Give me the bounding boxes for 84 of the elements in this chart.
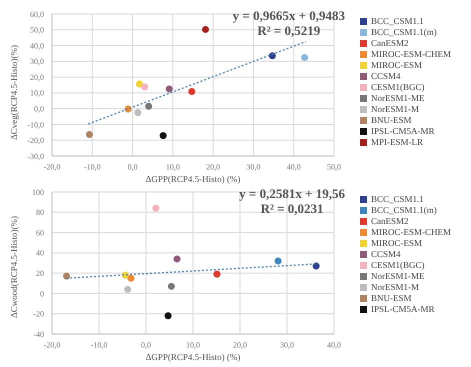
- y-tick-label: 50,0: [30, 26, 44, 35]
- y-tick-label: -10,0: [27, 120, 44, 130]
- y-tick-label: 40,0: [30, 41, 44, 50]
- legend-label: NorESM1-M: [371, 104, 420, 115]
- x-tick-label: 30,0: [246, 162, 260, 172]
- x-tick-label: 0,0: [128, 162, 138, 172]
- point: [63, 272, 70, 280]
- x-axis-title: ΔGPP(RCP4.5-Histo) (%): [146, 174, 240, 184]
- y-tick-label: -30,0: [27, 152, 44, 161]
- annotation: R² = 0,0231: [260, 201, 325, 216]
- point: [312, 262, 320, 270]
- y-tick-label: 10,0: [30, 88, 44, 98]
- y-tick-label: -20: [33, 310, 44, 319]
- y-tick-label: -20,0: [27, 136, 44, 146]
- legend-label: CCSM4: [371, 71, 401, 82]
- point: [134, 109, 142, 116]
- y-tick-label: -40: [33, 330, 44, 339]
- point: [188, 88, 196, 95]
- legend-label: CESM1(BGC): [371, 260, 425, 271]
- y-tick-label: 60,0: [30, 10, 44, 19]
- x-tick-label: -10,0: [90, 340, 108, 350]
- x-tick-label: 30,0: [280, 340, 294, 350]
- point: [136, 80, 143, 88]
- y-axis-title: ΔCveg(RCP4.5-Histo)(%): [9, 44, 20, 140]
- point: [141, 83, 148, 90]
- point: [124, 286, 132, 293]
- y-tick-label: 30,0: [30, 57, 44, 66]
- point: [86, 131, 93, 138]
- legend-label: BCC_CSM1.1: [371, 194, 424, 205]
- legend-label: MIROC-ESM: [371, 238, 422, 249]
- point: [166, 85, 173, 92]
- point: [164, 312, 172, 320]
- point: [168, 282, 175, 290]
- x-tick-label: 40,0: [286, 162, 301, 172]
- legend-label: CESM1(BGC): [371, 82, 425, 93]
- legend-label: BCC_CSM1.1: [371, 16, 424, 27]
- x-tick-label: 0,0: [141, 340, 151, 350]
- annotation: y = 0,2581x + 19,56: [239, 186, 345, 201]
- x-axis-title: ΔGPP(RCP4.5-Histo) (%): [146, 352, 240, 362]
- legend-label: IPSL-CM5A-MR: [371, 126, 435, 137]
- legend-label: NorESM1-ME: [371, 93, 424, 104]
- x-tick-label: -10,0: [84, 162, 101, 172]
- legend-label: BNU-ESM: [371, 115, 412, 126]
- legend-label: NorESM1-ME: [371, 271, 424, 282]
- y-axis-title: ΔCwood(RCP4.5-Histo)(%): [9, 216, 20, 318]
- x-tick-label: 10,0: [166, 162, 180, 172]
- x-tick-label: 20,0: [206, 162, 220, 172]
- legend-label: CanESM2: [371, 216, 409, 227]
- y-tick-label: 20: [36, 268, 44, 278]
- annotation: R² = 0,5219: [256, 23, 322, 38]
- legend-label: MIROC-ESM: [371, 60, 422, 71]
- y-tick-label: 60: [36, 228, 44, 238]
- point: [213, 270, 220, 278]
- legend-label: BCC_CSM1.1(m): [371, 205, 437, 216]
- y-tick-label: 0,0: [34, 104, 44, 114]
- x-tick-label: 10,0: [186, 340, 200, 350]
- point: [127, 274, 134, 282]
- point: [274, 257, 282, 264]
- point: [202, 26, 209, 33]
- x-tick-label: 20,0: [233, 340, 247, 350]
- y-tick-label: 20,0: [30, 72, 44, 82]
- legend-label: BCC_CSM1.1(m): [371, 27, 437, 38]
- legend-label: IPSL-CM5A-MR: [371, 304, 435, 315]
- point: [160, 132, 167, 140]
- y-tick-label: 100: [32, 188, 44, 197]
- point: [145, 102, 152, 110]
- point: [174, 255, 181, 262]
- y-tick-label: 40: [36, 248, 44, 258]
- x-tick-label: -20,0: [44, 340, 60, 350]
- y-tick-label: 0: [40, 289, 44, 298]
- legend-label: CCSM4: [371, 249, 401, 260]
- legend-label: NorESM1-M: [371, 282, 420, 293]
- point: [152, 204, 160, 212]
- point: [301, 54, 308, 62]
- x-tick-label: -20,0: [44, 162, 60, 172]
- y-tick-label: 80: [36, 208, 44, 218]
- legend-label: MIROC-ESM-CHEM: [371, 227, 452, 238]
- legend-label: BNU-ESM: [371, 293, 412, 304]
- annotation: y = 0,9665x + 0,9483: [232, 8, 345, 23]
- legend-label: CanESM2: [371, 38, 409, 49]
- legend-label: MPI-ESM-LR: [371, 137, 424, 148]
- x-tick-label: 50,0: [327, 162, 341, 172]
- legend-label: MIROC-ESM-CHEM: [371, 49, 452, 60]
- x-tick-label: 40,0: [327, 340, 341, 350]
